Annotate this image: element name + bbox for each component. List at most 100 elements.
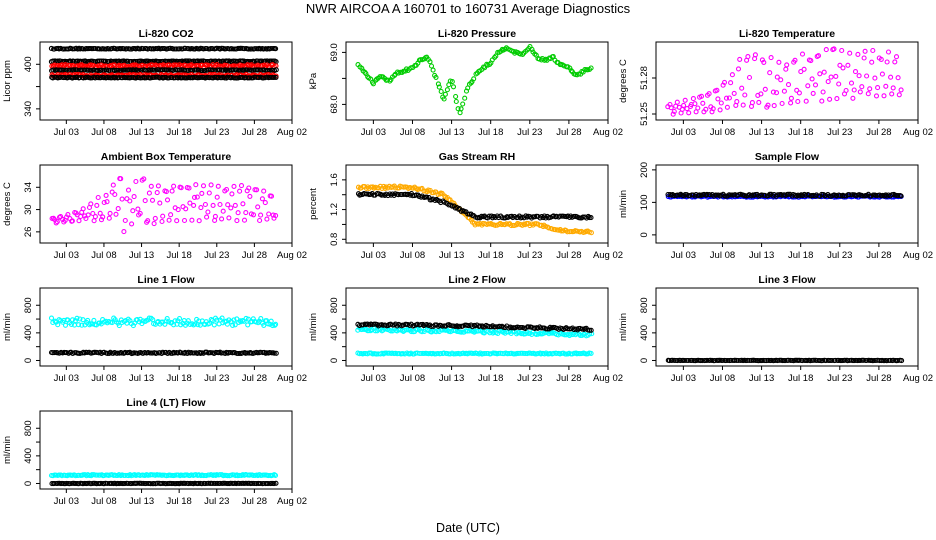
data-point [370,81,376,87]
x-tick-label: Jul 28 [242,373,267,384]
data-point [85,317,91,323]
data-point [728,80,734,86]
data-point [168,212,174,218]
data-point [237,188,243,194]
data-point [73,473,79,479]
x-tick-label: Jul 08 [400,373,425,384]
y-tick-label: 400 [23,56,34,72]
data-point [238,183,245,189]
data-point [588,215,594,221]
data-point [801,66,807,72]
data-point [695,105,701,111]
data-point [80,46,86,52]
data-point [110,182,116,188]
data-point [109,46,115,52]
y-tick-label: 0 [23,481,34,486]
panel-title: Li-820 CO2 [139,28,194,40]
data-point [864,73,870,79]
data-point [98,67,104,73]
data-point [60,216,66,222]
data-points [48,472,279,487]
data-point [898,87,904,93]
data-point [453,93,459,100]
data-point [717,107,723,113]
data-point [666,358,672,364]
data-point [805,83,811,89]
data-point [428,63,435,69]
x-tick-label: Jul 23 [827,373,852,384]
data-point [834,96,840,102]
data-point [214,480,220,486]
data-point [113,211,119,217]
data-point [187,480,193,486]
data-point [179,46,185,52]
y-tick-label: 0.8 [329,233,340,246]
y-axis-label: ml/min [618,190,629,218]
data-point [104,199,110,205]
data-point [568,68,574,74]
data-points [49,176,279,235]
data-point [48,45,54,51]
data-point [773,90,780,96]
data-point [210,202,216,208]
data-point [776,59,782,65]
series-rh-black [355,191,594,221]
x-tick-label: Jul 13 [439,127,464,138]
data-point [499,46,505,52]
data-point [714,87,720,93]
data-point [171,183,177,189]
data-point [366,328,372,334]
data-point [166,217,172,223]
data-point [505,351,511,357]
data-point [768,55,774,61]
data-point [51,480,57,487]
data-point [898,193,904,199]
data-point [588,327,594,333]
plot-frame [39,287,293,367]
data-point [427,59,433,65]
data-point [98,480,104,486]
data-point [792,57,798,63]
data-point [174,218,180,224]
series-line1-cyan [48,315,279,329]
series-line4-black [49,480,279,487]
x-tick-label: Jul 18 [788,250,813,261]
data-point [154,190,160,196]
data-point [832,357,838,363]
data-point [471,76,477,82]
data-point [749,100,755,106]
data-point [261,188,267,194]
data-point [121,46,127,52]
data-point [803,98,809,104]
data-point [418,350,424,357]
data-point [182,480,188,486]
x-tick-label: Jul 28 [242,127,267,138]
data-point [872,75,878,81]
data-point [817,71,823,77]
data-point [91,317,97,323]
y-tick-label: 51.25 [639,102,650,126]
data-point [243,315,249,321]
data-point [64,480,70,486]
series-sample-black [665,191,904,199]
data-point [202,201,208,208]
x-tick-label: Jul 13 [749,373,774,384]
data-point [674,99,680,105]
data-point [131,194,137,200]
y-tick-label: 34 [23,182,34,193]
data-point [200,183,207,189]
data-point [845,62,851,68]
data-point [700,100,706,106]
data-point [80,75,86,81]
data-point [788,95,794,101]
data-point [151,221,157,227]
y-tick-label: 51.28 [639,66,650,90]
data-point [119,196,125,202]
data-point [720,357,726,364]
data-point [104,350,110,356]
y-tick-label: 200 [639,162,650,178]
plot-frame [655,41,919,121]
data-point [878,56,884,62]
data-point [851,87,857,93]
data-point [217,201,223,208]
